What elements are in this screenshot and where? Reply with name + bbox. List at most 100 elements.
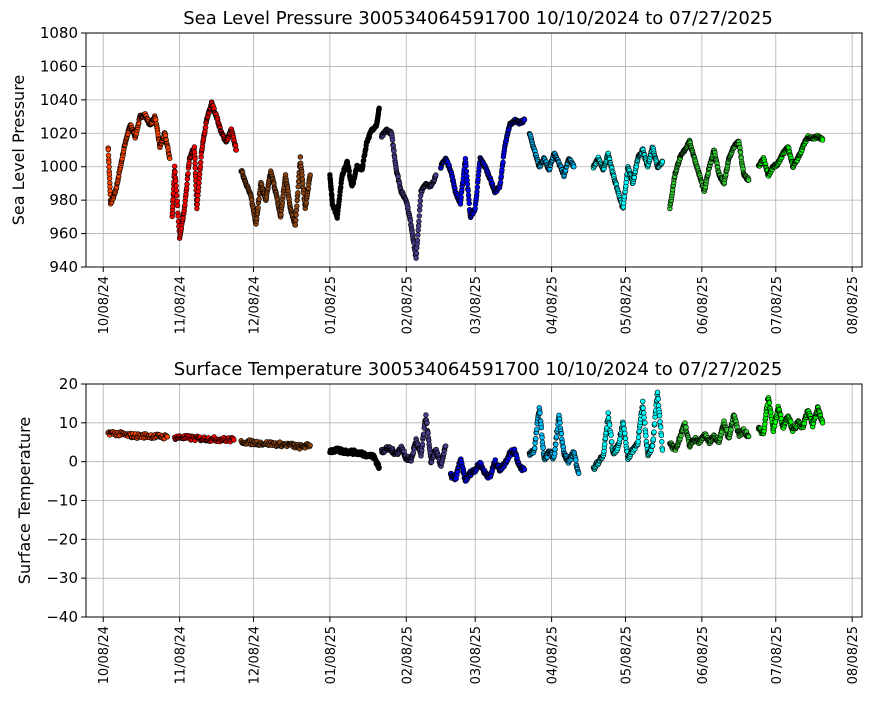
data-point xyxy=(659,159,666,165)
data-point xyxy=(256,196,262,202)
series-6 xyxy=(526,405,582,477)
series-4 xyxy=(378,126,439,261)
plot-area xyxy=(105,389,826,484)
data-point xyxy=(649,443,656,449)
data-point xyxy=(303,199,310,206)
y-axis-label: Surface Temperature xyxy=(15,417,34,584)
data-point xyxy=(152,117,159,123)
data-point xyxy=(376,105,382,111)
data-point xyxy=(174,202,181,209)
data-point xyxy=(465,192,472,199)
y-tick-label: 1000 xyxy=(40,158,78,176)
x-tick-label: 07/08/25 xyxy=(770,276,785,334)
x-tick-label: 11/08/24 xyxy=(174,276,189,334)
series-2 xyxy=(238,437,313,452)
data-point xyxy=(465,187,471,194)
data-point xyxy=(192,165,198,171)
x-tick-label: 06/08/25 xyxy=(696,626,711,684)
data-point xyxy=(819,137,826,143)
data-point xyxy=(474,189,480,195)
data-point xyxy=(553,434,560,440)
data-point xyxy=(643,433,649,439)
series-3 xyxy=(327,445,382,471)
data-point xyxy=(414,237,421,244)
data-point xyxy=(521,466,528,473)
series-2 xyxy=(238,154,313,228)
data-point xyxy=(622,430,628,437)
data-point xyxy=(106,164,112,170)
data-point xyxy=(164,434,170,440)
data-point xyxy=(173,187,180,194)
y-tick-label: 980 xyxy=(49,191,78,209)
series-1 xyxy=(171,432,237,445)
x-tick-label: 02/08/25 xyxy=(400,626,415,684)
data-point xyxy=(558,430,565,437)
x-tick-label: 11/08/24 xyxy=(174,626,189,684)
data-point xyxy=(423,412,429,418)
data-point xyxy=(602,441,608,447)
series-1 xyxy=(169,99,239,241)
data-point xyxy=(173,183,179,189)
data-point xyxy=(174,192,180,199)
data-point xyxy=(606,422,613,428)
data-point xyxy=(416,213,422,219)
x-tick-label: 12/08/24 xyxy=(248,276,263,334)
data-point xyxy=(463,168,470,175)
y-axis-label: Sea Level Pressure xyxy=(9,75,28,226)
data-point xyxy=(415,223,422,229)
y-tick-label: −40 xyxy=(46,608,78,626)
series-9 xyxy=(755,132,826,179)
series-9 xyxy=(755,395,826,437)
data-point xyxy=(540,445,546,451)
data-point xyxy=(538,424,545,431)
x-tick-label: 08/08/25 xyxy=(846,626,861,684)
data-point xyxy=(417,203,423,209)
data-point xyxy=(433,172,439,178)
data-point xyxy=(401,448,407,455)
series-0 xyxy=(105,429,170,442)
series-6 xyxy=(526,130,577,180)
data-point xyxy=(192,160,198,167)
data-point xyxy=(389,137,396,143)
data-point xyxy=(463,163,469,169)
data-point xyxy=(196,171,203,177)
y-tick-label: 1020 xyxy=(40,124,78,142)
grid xyxy=(86,32,862,268)
x-tick-label: 05/08/25 xyxy=(620,626,635,684)
data-point xyxy=(532,445,538,451)
x-tick-label: 10/08/24 xyxy=(97,626,112,684)
data-point xyxy=(737,149,744,156)
series-8 xyxy=(667,412,752,453)
data-point xyxy=(650,436,657,442)
data-point xyxy=(195,184,202,190)
data-point xyxy=(194,197,201,203)
data-point xyxy=(573,457,579,463)
data-point xyxy=(657,424,664,430)
data-point xyxy=(198,159,204,166)
data-point xyxy=(557,420,563,426)
x-tick-label: 01/08/25 xyxy=(324,276,339,334)
data-point xyxy=(622,435,629,442)
series-0 xyxy=(105,111,173,207)
chart-surface-temperature: −40 −30 −20 −10 0 10 20 10/08/24 11/08/24 12/08/2… xyxy=(15,359,863,684)
data-point xyxy=(184,181,190,187)
data-point xyxy=(300,180,306,186)
data-point xyxy=(772,419,779,425)
data-point xyxy=(202,124,209,131)
data-point xyxy=(231,437,237,443)
data-point xyxy=(534,426,540,432)
data-point xyxy=(745,433,752,440)
data-point xyxy=(294,203,300,209)
data-point xyxy=(416,218,422,225)
data-point xyxy=(575,470,582,477)
data-point xyxy=(295,183,301,190)
data-point xyxy=(293,212,299,218)
plot-area xyxy=(105,99,826,261)
data-point xyxy=(655,402,662,409)
data-point xyxy=(608,432,614,438)
data-point xyxy=(196,180,202,186)
data-point xyxy=(651,429,657,435)
data-point xyxy=(605,415,612,421)
y-tick-label: 940 xyxy=(49,258,78,276)
